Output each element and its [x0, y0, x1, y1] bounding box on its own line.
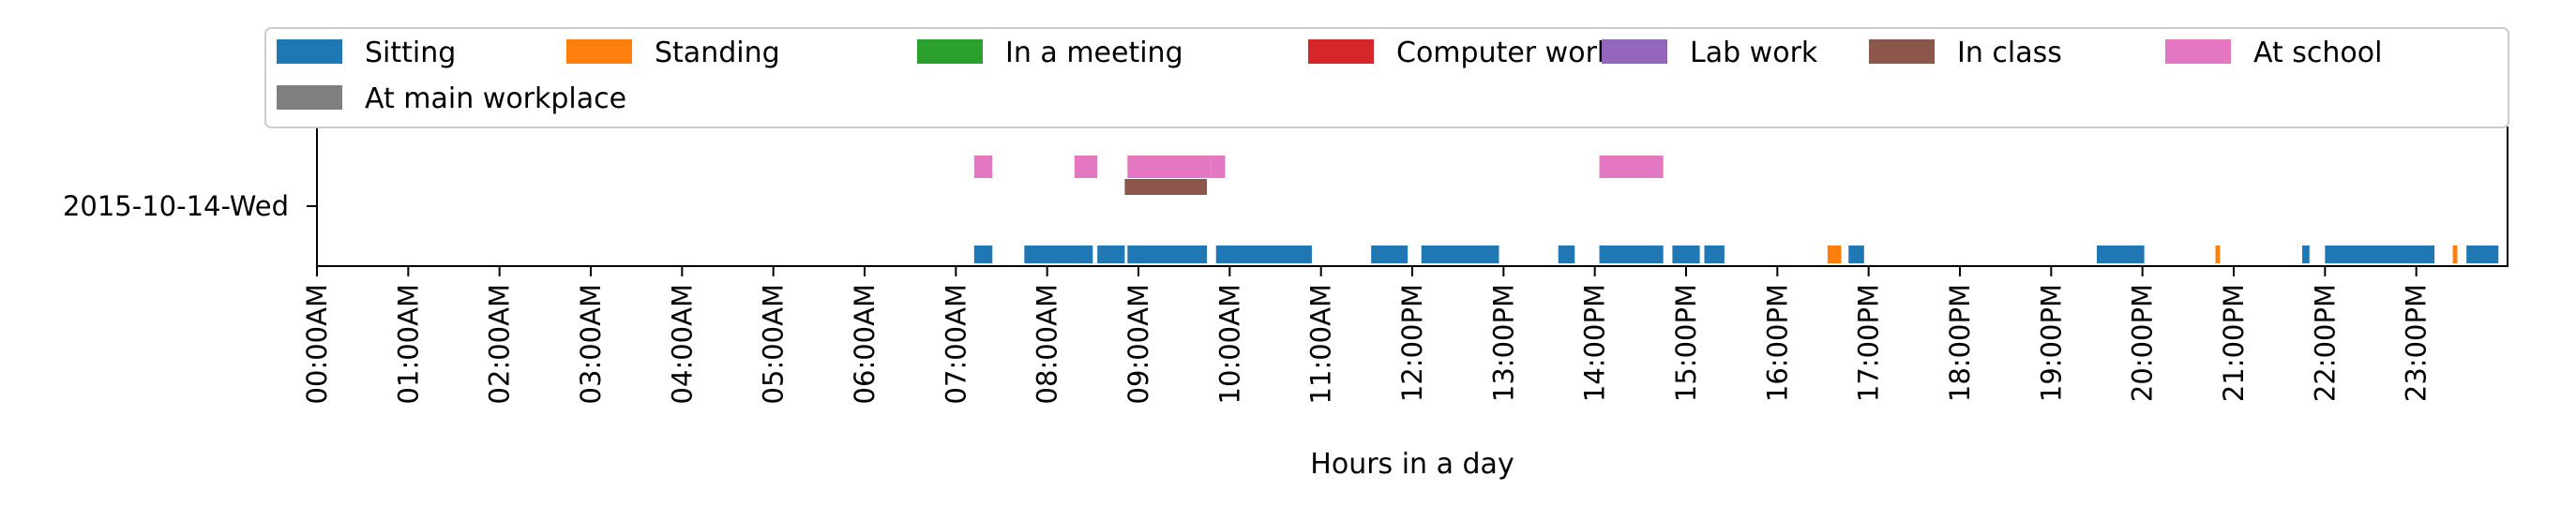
x-tick-label: 14:00PM [1579, 284, 1611, 402]
x-tick-label: 08:00AM [1032, 284, 1063, 404]
x-tick-label: 02:00AM [484, 284, 516, 404]
bar-sitting-15 [2466, 246, 2499, 263]
bar-standing-1 [2215, 246, 2221, 263]
x-tick-label: 00:00AM [301, 284, 333, 404]
legend-label-sitting: Sitting [365, 37, 456, 69]
legend: Sitting Standing In a meeting Computer work… [264, 27, 2509, 128]
bar-sitting-13 [2302, 246, 2310, 263]
legend-label-lab-work: Lab work [1690, 37, 1818, 69]
legend-swatch-in-a-meeting [917, 39, 983, 64]
x-tick-label: 15:00PM [1670, 284, 1702, 402]
legend-swatch-computer-work [1308, 39, 1374, 64]
x-tick-label: 10:00AM [1213, 284, 1245, 404]
legend-swatch-lab-work [1602, 39, 1667, 64]
x-axis-ticks: 00:00AM 01:00AM 02:00AM 03:00AM 04:00AM 05:00… [301, 266, 2433, 404]
bar-sitting-7 [1558, 246, 1575, 263]
bar-sitting-2 [1097, 246, 1125, 263]
x-tick-label: 01:00AM [392, 284, 424, 404]
x-tick-label: 05:00AM [758, 284, 790, 404]
bar-sitting-12 [2097, 246, 2145, 263]
legend-frame [264, 27, 2509, 128]
bar-sitting-11 [1848, 246, 1864, 263]
legend-swatch-at-main-workplace [277, 85, 342, 110]
y-tick-label: 2015-10-14-Wed [63, 190, 289, 222]
x-axis-title: Hours in a day [1310, 448, 1514, 481]
bar-standing-0 [1827, 246, 1842, 263]
legend-swatch-at-school [2165, 39, 2231, 64]
x-tick-label: 21:00PM [2218, 284, 2250, 402]
bar-sitting-14 [2325, 246, 2435, 263]
legend-label-standing: Standing [655, 37, 780, 69]
bar-in-class-0 [1124, 179, 1207, 195]
bar-at-school-2 [1127, 156, 1212, 178]
bar-sitting-10 [1704, 246, 1725, 263]
legend-label-at-main-workplace: At main workplace [365, 82, 626, 115]
activity-bars [973, 156, 2499, 263]
legend-label-in-class: In class [1957, 37, 2062, 69]
legend-label-computer-work: Computer work [1396, 37, 1614, 69]
bar-sitting-4 [1215, 246, 1312, 263]
bar-sitting-8 [1599, 246, 1664, 263]
legend-swatch-sitting [277, 39, 342, 64]
bar-sitting-3 [1127, 246, 1207, 263]
bar-sitting-6 [1421, 246, 1499, 263]
x-tick-label: 13:00PM [1487, 284, 1519, 402]
x-tick-label: 11:00AM [1305, 284, 1337, 404]
legend-label-in-a-meeting: In a meeting [1005, 37, 1183, 69]
x-tick-label: 17:00PM [1853, 284, 1885, 402]
legend-label-at-school: At school [2253, 37, 2382, 69]
bar-standing-2 [2452, 246, 2458, 263]
x-tick-label: 03:00AM [575, 284, 607, 404]
bar-sitting-5 [1371, 246, 1409, 263]
x-tick-label: 19:00PM [2035, 284, 2067, 402]
x-tick-label: 04:00AM [666, 284, 698, 404]
x-tick-label: 06:00AM [849, 284, 881, 404]
x-tick-label: 09:00AM [1122, 284, 1154, 404]
x-tick-label: 12:00PM [1396, 284, 1428, 402]
legend-swatch-in-class [1869, 39, 1935, 64]
bar-at-school-4 [1599, 156, 1664, 178]
x-tick-label: 22:00PM [2309, 284, 2341, 402]
bar-at-school-0 [973, 156, 993, 178]
x-tick-label: 20:00PM [2127, 284, 2159, 402]
bar-sitting-0 [973, 246, 993, 263]
plot-area: 2015-10-14-Wed 00:00AM 01:00AM 02:00AM 03:0… [63, 126, 2508, 481]
x-tick-label: 18:00PM [1944, 284, 1976, 402]
x-tick-label: 23:00PM [2401, 284, 2433, 402]
x-tick-label: 16:00PM [1761, 284, 1793, 402]
legend-swatch-standing [566, 39, 632, 64]
legend-items: Sitting Standing In a meeting Computer work… [277, 37, 2382, 115]
bar-sitting-9 [1672, 246, 1700, 263]
bar-at-school-1 [1074, 156, 1098, 178]
bar-sitting-1 [1024, 246, 1093, 263]
x-tick-label: 07:00AM [940, 284, 972, 404]
bar-at-school-3 [1211, 156, 1226, 178]
